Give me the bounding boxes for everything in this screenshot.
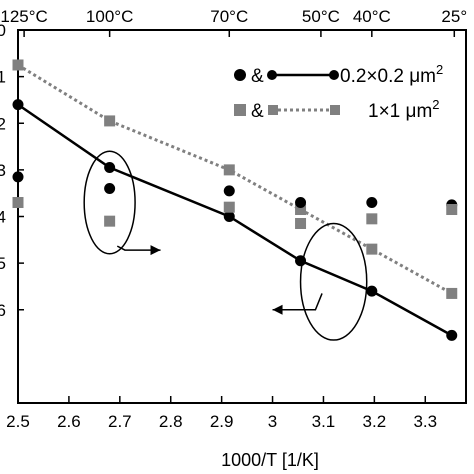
series-line-large_line [17, 63, 453, 295]
point-large_line [366, 243, 378, 255]
point-small_side [104, 183, 116, 195]
annotation-ellipse [83, 150, 136, 255]
legend-ampersand: & [251, 66, 264, 87]
top-tick-label: 100°C [86, 7, 133, 26]
legend: & 0.2×0.2 μm2 & 1×1 μm2 [234, 62, 443, 122]
legend-marker [330, 105, 340, 115]
left-tick-label: 5 [0, 254, 6, 273]
x-axis-label: 1000/T [1/K] [221, 450, 319, 470]
top-tick-label: 40°C [353, 7, 391, 26]
point-large_line [104, 115, 116, 127]
data-markers [12, 59, 458, 341]
point-large_side [366, 213, 378, 225]
point-small_line [295, 255, 307, 267]
top-tick-label: 125°C [0, 7, 47, 26]
legend-marker [329, 70, 339, 80]
left-tick-label: 0 [0, 21, 6, 40]
point-small_line [104, 162, 116, 174]
point-large_line [12, 59, 24, 71]
top-tick-label: 70°C [210, 7, 248, 26]
legend-entry: & 0.2×0.2 μm2 [234, 62, 443, 87]
left-axis-ticks: 0 1 2 3 4 5 6 [0, 21, 24, 320]
x-tick-label: 3 [268, 412, 277, 431]
legend-label: 0.2×0.2 μm2 [340, 62, 443, 87]
point-large_line [295, 204, 307, 216]
x-tick-label: 2.5 [6, 412, 30, 431]
legend-ampersand: & [251, 101, 264, 122]
left-tick-label: 4 [0, 208, 6, 227]
point-small_side [366, 197, 378, 209]
x-tick-label: 3.2 [363, 412, 387, 431]
annotation-arrow [272, 293, 323, 311]
point-small_side [223, 185, 235, 197]
left-tick-label: 6 [0, 301, 6, 320]
annotation-arrow [116, 245, 161, 251]
x-tick-label: 2.7 [108, 412, 132, 431]
point-large_side [104, 215, 116, 227]
legend-marker [234, 104, 246, 116]
x-tick-label: 3.3 [413, 412, 437, 431]
point-large_side [223, 201, 235, 213]
point-small_line [446, 329, 458, 341]
arrow-right-icon [150, 245, 161, 256]
point-small_line [366, 285, 378, 297]
left-tick-label: 3 [0, 161, 6, 180]
legend-entry: & 1×1 μm2 [234, 97, 440, 122]
left-tick-label: 2 [0, 114, 6, 133]
x-tick-label: 2.8 [159, 412, 183, 431]
series-lines [17, 63, 453, 337]
point-small_side [295, 197, 307, 209]
point-large_side [12, 197, 24, 209]
point-small_line [12, 99, 24, 111]
top-tick-label: 50°C [302, 7, 340, 26]
legend-marker [234, 69, 246, 81]
arrow-left-icon [272, 304, 283, 315]
point-large_line [223, 164, 235, 176]
point-large_side [446, 204, 458, 216]
top-axis-ticks: 125°C 100°C 70°C 50°C 40°C 25° [0, 7, 467, 37]
x-tick-label: 3.1 [312, 412, 336, 431]
point-large_line [446, 287, 458, 299]
legend-label-superscript: 2 [436, 62, 443, 77]
x-tick-label: 2.6 [57, 412, 81, 431]
left-tick-label: 1 [0, 68, 6, 87]
annotations [83, 150, 368, 341]
point-small_side [12, 171, 24, 183]
legend-marker [267, 70, 277, 80]
point-large_side [295, 217, 307, 229]
legend-marker [268, 105, 278, 115]
point-small_line [223, 211, 235, 222]
series-line-small_line [17, 103, 453, 337]
top-tick-label: 25° [441, 7, 467, 26]
legend-label-superscript: 2 [432, 97, 439, 112]
legend-label: 1×1 μm2 [368, 97, 440, 122]
x-axis-ticks: 2.5 2.6 2.7 2.8 2.9 3 3.1 3.2 3.3 [6, 396, 437, 431]
annotation-ellipse [299, 222, 368, 341]
x-tick-label: 2.9 [210, 412, 234, 431]
